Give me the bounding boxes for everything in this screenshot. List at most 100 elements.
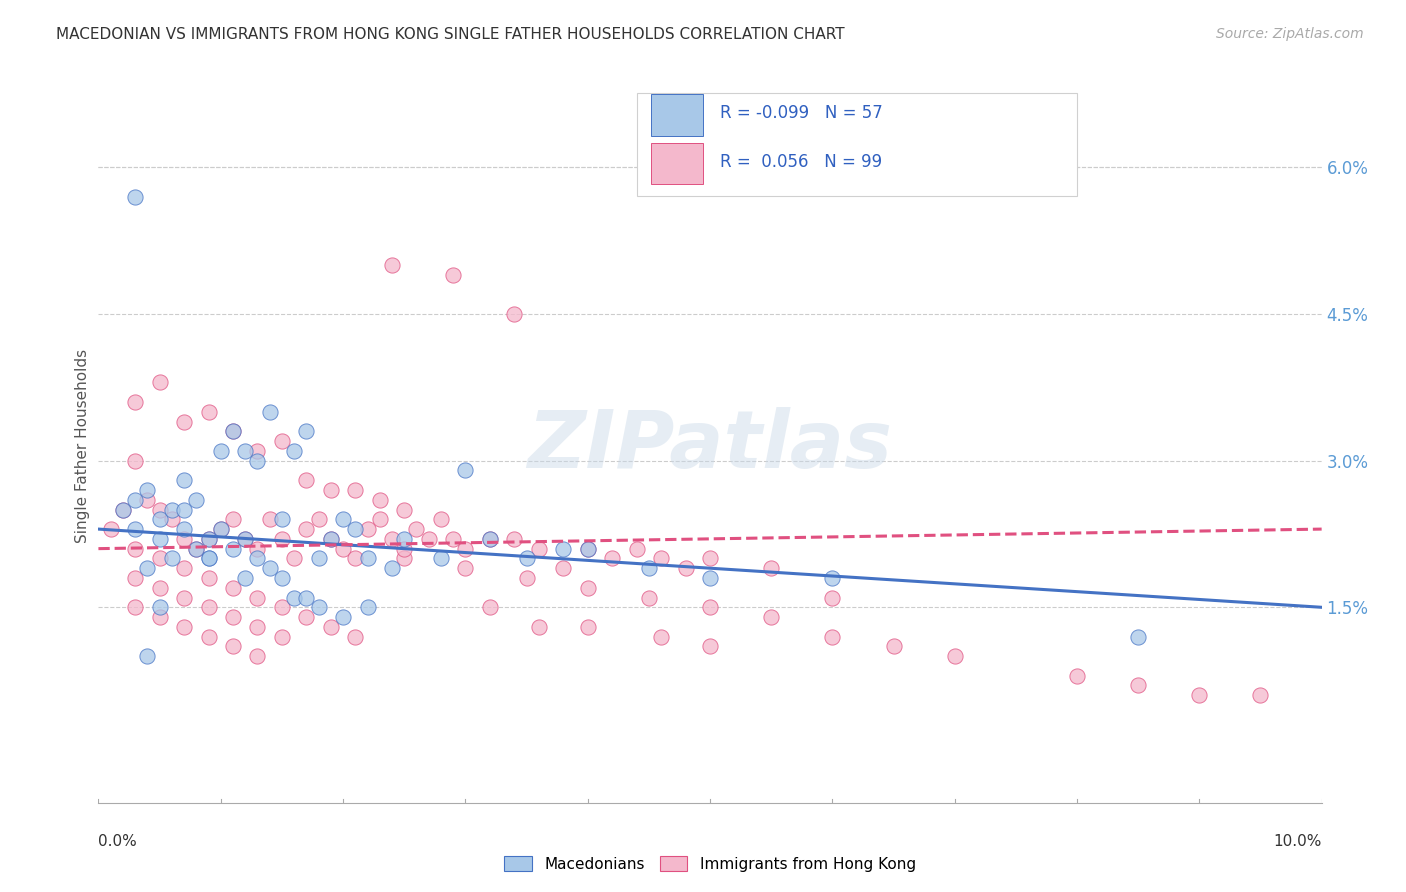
Point bbox=[173, 532, 195, 546]
Point bbox=[478, 532, 501, 546]
Point bbox=[405, 522, 427, 536]
Point bbox=[699, 600, 721, 615]
Point bbox=[759, 561, 782, 575]
Point bbox=[124, 453, 146, 467]
Point bbox=[149, 376, 172, 390]
Point bbox=[124, 571, 146, 585]
Point bbox=[149, 512, 172, 526]
Point bbox=[173, 522, 195, 536]
Point bbox=[441, 532, 464, 546]
Bar bbox=[651, 95, 703, 136]
Point bbox=[319, 532, 342, 546]
Point bbox=[197, 532, 219, 546]
Point bbox=[553, 561, 575, 575]
Point bbox=[246, 443, 269, 458]
Point bbox=[259, 512, 281, 526]
Point bbox=[246, 649, 269, 664]
Point bbox=[759, 610, 782, 624]
Point bbox=[270, 600, 292, 615]
Point bbox=[233, 532, 256, 546]
Point bbox=[478, 532, 501, 546]
Point bbox=[149, 551, 172, 566]
Point bbox=[699, 571, 721, 585]
Point bbox=[197, 551, 219, 566]
Point bbox=[222, 610, 245, 624]
Point bbox=[222, 512, 245, 526]
Text: R = -0.099   N = 57: R = -0.099 N = 57 bbox=[720, 103, 883, 121]
Point bbox=[503, 532, 526, 546]
Point bbox=[454, 541, 477, 556]
Point bbox=[1066, 669, 1088, 683]
Point bbox=[149, 502, 172, 516]
Point bbox=[527, 620, 550, 634]
Point bbox=[1249, 688, 1271, 702]
Point bbox=[332, 512, 354, 526]
Point bbox=[136, 483, 159, 497]
Point bbox=[503, 307, 526, 321]
Point bbox=[295, 473, 318, 487]
Point bbox=[821, 630, 844, 644]
Point bbox=[332, 541, 354, 556]
Point bbox=[1128, 630, 1150, 644]
Point bbox=[430, 512, 453, 526]
Point bbox=[124, 522, 146, 536]
Point bbox=[392, 502, 416, 516]
Point bbox=[368, 492, 391, 507]
Point bbox=[650, 630, 672, 644]
Point bbox=[626, 541, 648, 556]
Point bbox=[381, 258, 404, 272]
Point bbox=[270, 571, 292, 585]
Point bbox=[197, 405, 219, 419]
Point bbox=[381, 532, 404, 546]
Bar bbox=[651, 143, 703, 184]
Point bbox=[259, 561, 281, 575]
Point bbox=[319, 483, 342, 497]
Point bbox=[173, 502, 195, 516]
Point bbox=[186, 541, 208, 556]
Point bbox=[111, 502, 134, 516]
Point bbox=[392, 551, 416, 566]
Point bbox=[259, 405, 281, 419]
Point bbox=[308, 600, 330, 615]
Point bbox=[197, 571, 219, 585]
Point bbox=[699, 551, 721, 566]
Point bbox=[1188, 688, 1211, 702]
Point bbox=[149, 610, 172, 624]
Text: 10.0%: 10.0% bbox=[1274, 834, 1322, 849]
Point bbox=[160, 502, 183, 516]
Point bbox=[233, 532, 256, 546]
Point bbox=[650, 551, 672, 566]
Point bbox=[392, 532, 416, 546]
Point bbox=[124, 541, 146, 556]
Point bbox=[197, 600, 219, 615]
Point bbox=[637, 591, 661, 605]
Point bbox=[675, 561, 697, 575]
Point bbox=[295, 522, 318, 536]
Point bbox=[308, 551, 330, 566]
Point bbox=[136, 649, 159, 664]
Point bbox=[576, 620, 599, 634]
Point bbox=[295, 610, 318, 624]
Point bbox=[344, 630, 367, 644]
Point bbox=[308, 512, 330, 526]
Point bbox=[283, 443, 305, 458]
Point bbox=[356, 551, 378, 566]
Point bbox=[283, 591, 305, 605]
Point bbox=[344, 483, 367, 497]
Point bbox=[124, 395, 146, 409]
Point bbox=[344, 551, 367, 566]
Point bbox=[392, 541, 416, 556]
Point bbox=[149, 600, 172, 615]
Point bbox=[576, 541, 599, 556]
Point bbox=[270, 532, 292, 546]
Point bbox=[136, 492, 159, 507]
Point bbox=[173, 415, 195, 429]
Point bbox=[576, 581, 599, 595]
Point bbox=[222, 640, 245, 654]
Point bbox=[319, 532, 342, 546]
Point bbox=[821, 591, 844, 605]
Point bbox=[441, 268, 464, 282]
Point bbox=[454, 463, 477, 477]
Legend: Macedonians, Immigrants from Hong Kong: Macedonians, Immigrants from Hong Kong bbox=[498, 849, 922, 878]
Point bbox=[160, 512, 183, 526]
